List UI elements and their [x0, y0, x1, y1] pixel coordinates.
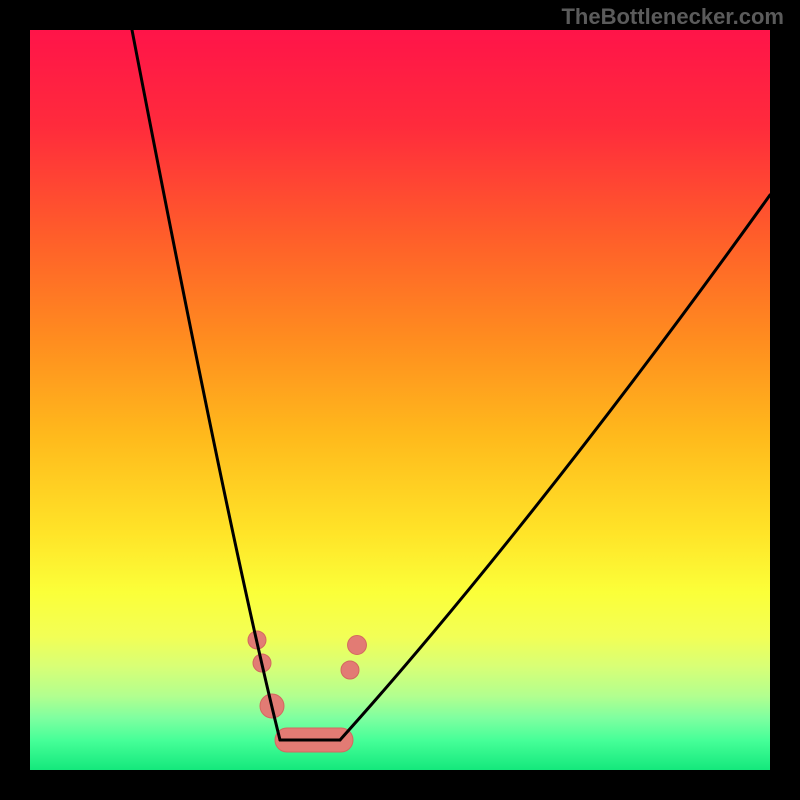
gradient-plot-area	[30, 30, 770, 770]
chart-stage: TheBottlenecker.com	[0, 0, 800, 800]
watermark-text: TheBottlenecker.com	[561, 4, 784, 30]
